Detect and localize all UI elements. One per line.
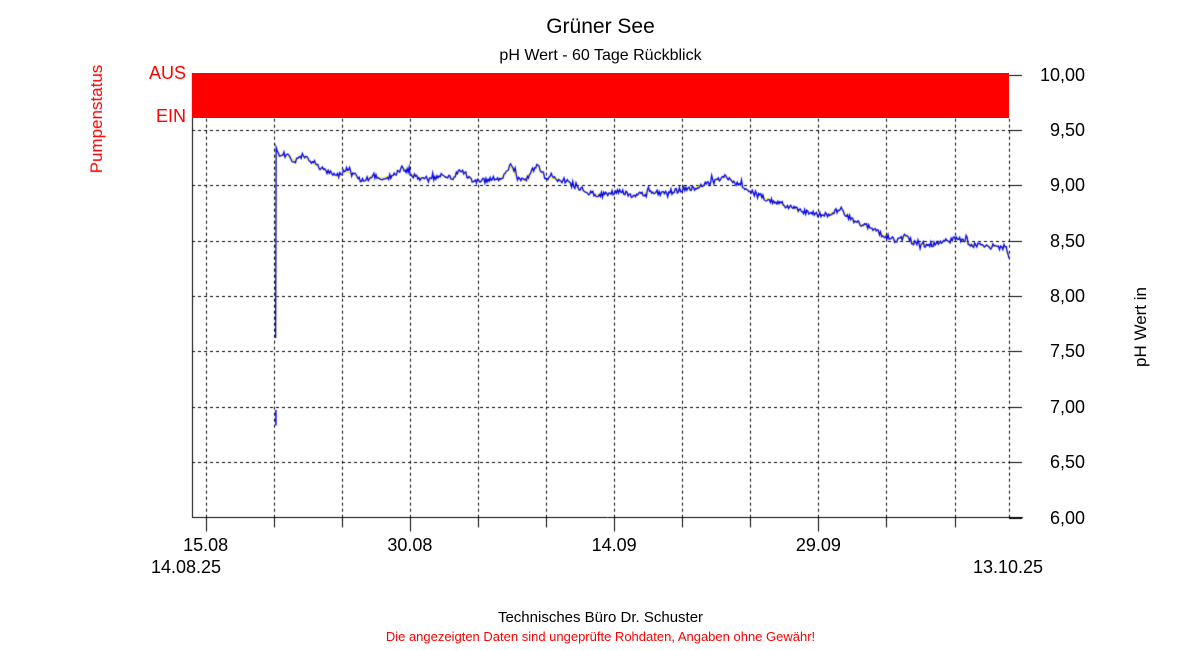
chart-title: Grüner See <box>546 15 655 38</box>
chart-subtitle: pH Wert - 60 Tage Rückblick <box>499 47 702 64</box>
pump-status-aus-label: AUS <box>148 63 186 83</box>
y-tick-label: 10,00 <box>1039 64 1085 85</box>
footer-credit: Technisches Büro Dr. Schuster <box>497 609 704 626</box>
x-tick-label: 29.09 <box>795 535 841 555</box>
y-tick-label: 9,00 <box>1049 175 1085 196</box>
x-tick-label: 30.08 <box>387 535 433 555</box>
y-tick-label: 7,50 <box>1049 341 1085 362</box>
x-axis-end-date: 13.10.25 <box>972 557 1044 577</box>
x-tick-label: 14.09 <box>591 535 637 555</box>
y-tick-label: 6,00 <box>1049 507 1085 528</box>
x-axis-start-date: 14.08.25 <box>150 557 222 577</box>
x-tick-label: 15.08 <box>183 535 229 555</box>
footer-disclaimer: Die angezeigten Daten sind ungeprüfte Ro… <box>385 629 816 644</box>
y-tick-label: 8,50 <box>1049 230 1085 251</box>
y-tick-label: 6,50 <box>1049 452 1085 473</box>
y-tick-label: 8,00 <box>1049 286 1085 306</box>
y-tick-label: 9,50 <box>1049 119 1085 140</box>
y-tick-label: 7,00 <box>1049 396 1085 417</box>
pump-status-aus-band <box>192 73 1009 118</box>
pump-status-axis-title: Pumpenstatus <box>87 64 106 174</box>
pump-status-ein-label: EIN <box>155 106 186 126</box>
ph-axis-title: pH Wert in <box>1131 287 1150 367</box>
